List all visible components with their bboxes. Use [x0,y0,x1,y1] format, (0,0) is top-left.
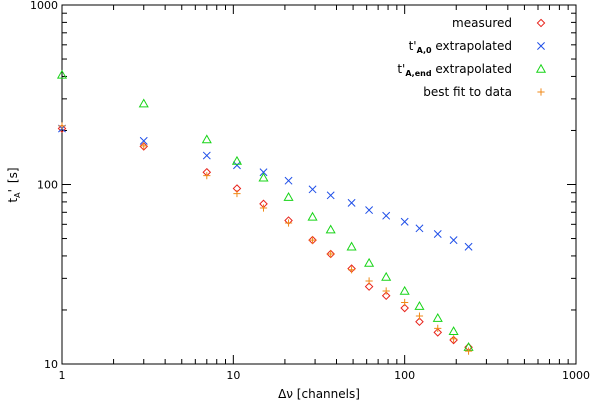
x-point [382,211,391,220]
series-diamond [57,124,473,352]
legend-marker-triangle [535,63,547,73]
plus-point [203,172,211,180]
triangle-point [258,172,269,182]
x-point [139,136,148,145]
triangle-point [346,241,357,251]
series-plus [58,122,473,355]
x-tick-label: 1 [59,369,66,382]
plus-point [327,250,335,258]
plus-point [449,335,458,343]
plus-point [434,324,442,332]
x-tick-label: 10 [226,369,240,382]
diamond-point [381,291,391,301]
triangle-point [201,134,212,144]
triangle-point [325,224,336,234]
legend-label: best fit to data [423,85,512,99]
triangle-point [414,300,425,310]
y-tick-label: 10 [44,358,58,371]
y-tick-label: 100 [37,179,58,192]
plus-point [401,298,409,307]
diamond-point [364,282,374,291]
x-point [400,217,409,226]
plus-point [233,189,241,198]
y-tick-label: 1000 [30,0,58,12]
legend: measured t'A,0 extrapolated t'A,end extrap… [397,16,547,99]
y-axis-label-main: t [6,198,20,203]
x-point [259,168,268,177]
triangle-point [432,312,443,322]
x-tick-label: 100 [394,369,415,382]
triangle-point [399,285,410,295]
diamond-point [139,142,149,151]
diamond-point [415,317,424,327]
plus-point [284,219,293,227]
legend-label: measured [452,16,512,30]
triangle-point [364,257,375,267]
plus-point [308,236,317,244]
series-triangle [56,69,474,351]
plot-frame [61,4,577,365]
diamond-point [57,124,67,133]
y-axis-label: tA' [s] [6,167,22,202]
legend-label: t'A,0 extrapolated [409,39,512,55]
plus-point [415,312,424,320]
triangle-point [56,69,68,79]
y-axis-label-sub: A [13,192,22,198]
plus-point [365,277,373,285]
plus-point [347,266,356,274]
triangle-point [381,271,392,281]
legend-marker-diamond [536,18,546,28]
x-point [308,185,317,194]
x-point [365,206,374,215]
x-point [326,191,335,200]
x-point [415,224,424,233]
plus-point [382,287,390,295]
data-points [56,69,474,355]
triangle-point [307,211,318,221]
x-point [233,161,241,170]
triangle-point [283,191,294,201]
y-axis-label-prime: ' [6,189,20,192]
plus-point [464,347,473,355]
diamond-point [400,303,409,313]
diamond-point [433,328,443,337]
y-axis-label-unit: [s] [6,167,20,183]
triangle-point [231,155,243,165]
plus-point [58,122,66,130]
plus-point [259,204,268,212]
svg-text:tA'[s]: tA' [s] [6,167,22,202]
x-point [433,230,442,238]
x-point [347,198,356,207]
x-tick-label: 1000 [562,369,590,382]
x-point [464,242,473,251]
series-x [58,124,473,251]
legend-marker-plus [537,88,545,96]
legend-label: t'A,end extrapolated [397,62,512,78]
triangle-point [448,326,459,336]
x-axis-label: Δν [channels] [278,387,360,401]
triangle-point [138,98,149,108]
axis-ticks [61,4,577,365]
x-point [449,236,458,245]
x-point [284,176,293,185]
plus-point [140,142,148,150]
legend-marker-x [537,42,545,50]
x-point [202,151,211,160]
